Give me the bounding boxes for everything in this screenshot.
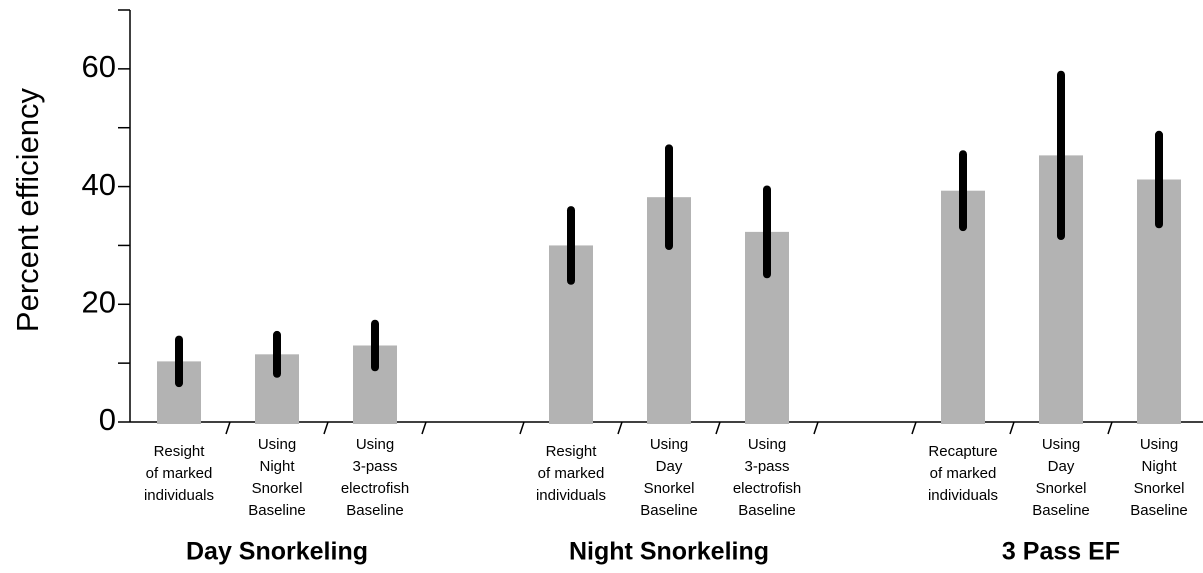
x-tick-label-line: Baseline: [248, 502, 306, 519]
x-tick-label-line: Day: [656, 458, 683, 475]
x-tick-label-line: Snorkel: [252, 480, 303, 497]
y-tick-label: 20: [82, 284, 116, 319]
x-tick-label: Resight of marked individuals: [536, 443, 606, 504]
x-tick: [323, 421, 329, 435]
x-tick-label-line: Day: [1048, 458, 1075, 475]
x-tick-label-line: of marked: [146, 465, 213, 482]
x-tick-label-line: Snorkel: [1134, 480, 1185, 497]
x-tick-label-line: Using: [748, 436, 786, 453]
x-tick-label-line: individuals: [536, 487, 606, 504]
x-tick-label-line: Using: [1042, 436, 1080, 453]
x-tick-label-line: Night: [1141, 458, 1177, 475]
group-label: Day Snorkeling: [186, 538, 368, 566]
x-tick-label: Using Night Snorkel Baseline: [248, 436, 306, 519]
x-tick-label-line: Using: [258, 436, 296, 453]
x-tick: [225, 421, 231, 435]
x-tick-label-line: Baseline: [738, 502, 796, 519]
x-tick: [617, 421, 623, 435]
x-tick-label: Using Day Snorkel Baseline: [1032, 436, 1090, 519]
x-tick-label: Using 3-pass electrofish Baseline: [341, 436, 409, 519]
x-tick-label-line: Using: [356, 436, 394, 453]
x-tick-label-line: 3-pass: [744, 458, 789, 475]
x-tick-label-line: Night: [259, 458, 295, 475]
x-tick-label-line: Baseline: [1032, 502, 1090, 519]
x-tick-label-line: Baseline: [1130, 502, 1188, 519]
y-tick-label: 60: [82, 49, 116, 84]
x-tick: [1107, 421, 1113, 435]
group-label: Night Snorkeling: [569, 538, 769, 566]
x-tick-label-line: electrofish: [341, 480, 409, 497]
x-tick-label-line: electrofish: [733, 480, 801, 497]
x-tick: [519, 421, 525, 435]
x-tick-label-line: Snorkel: [644, 480, 695, 497]
x-tick-label: Using 3-pass electrofish Baseline: [733, 436, 801, 519]
x-tick: [421, 421, 427, 435]
x-tick-label-line: Baseline: [346, 502, 404, 519]
x-tick: [911, 421, 917, 435]
x-tick-label-line: of marked: [930, 465, 997, 482]
x-tick-label-line: Baseline: [640, 502, 698, 519]
x-tick-label: Resight of marked individuals: [144, 443, 214, 504]
x-tick-label-line: Resight: [546, 443, 598, 460]
x-tick-label-line: Using: [1140, 436, 1178, 453]
x-tick-label-line: 3-pass: [352, 458, 397, 475]
y-tick-label: 40: [82, 167, 116, 202]
x-tick-label: Using Night Snorkel Baseline: [1130, 436, 1188, 519]
y-axis-label: Percent efficiency: [10, 87, 45, 332]
group-label: 3 Pass EF: [1002, 538, 1120, 566]
x-tick-label-line: individuals: [144, 487, 214, 504]
y-tick-label: 0: [99, 402, 116, 437]
x-tick: [1009, 421, 1015, 435]
x-tick-label-line: individuals: [928, 487, 998, 504]
x-tick-label-line: of marked: [538, 465, 605, 482]
x-tick-label-line: Recapture: [928, 443, 997, 460]
x-tick: [715, 421, 721, 435]
x-tick: [813, 421, 819, 435]
x-tick-label: Using Day Snorkel Baseline: [640, 436, 698, 519]
x-tick-label: Recapture of marked individuals: [928, 443, 998, 504]
x-tick-label-line: Using: [650, 436, 688, 453]
x-tick-label-line: Snorkel: [1036, 480, 1087, 497]
x-tick-label-line: Resight: [154, 443, 206, 460]
